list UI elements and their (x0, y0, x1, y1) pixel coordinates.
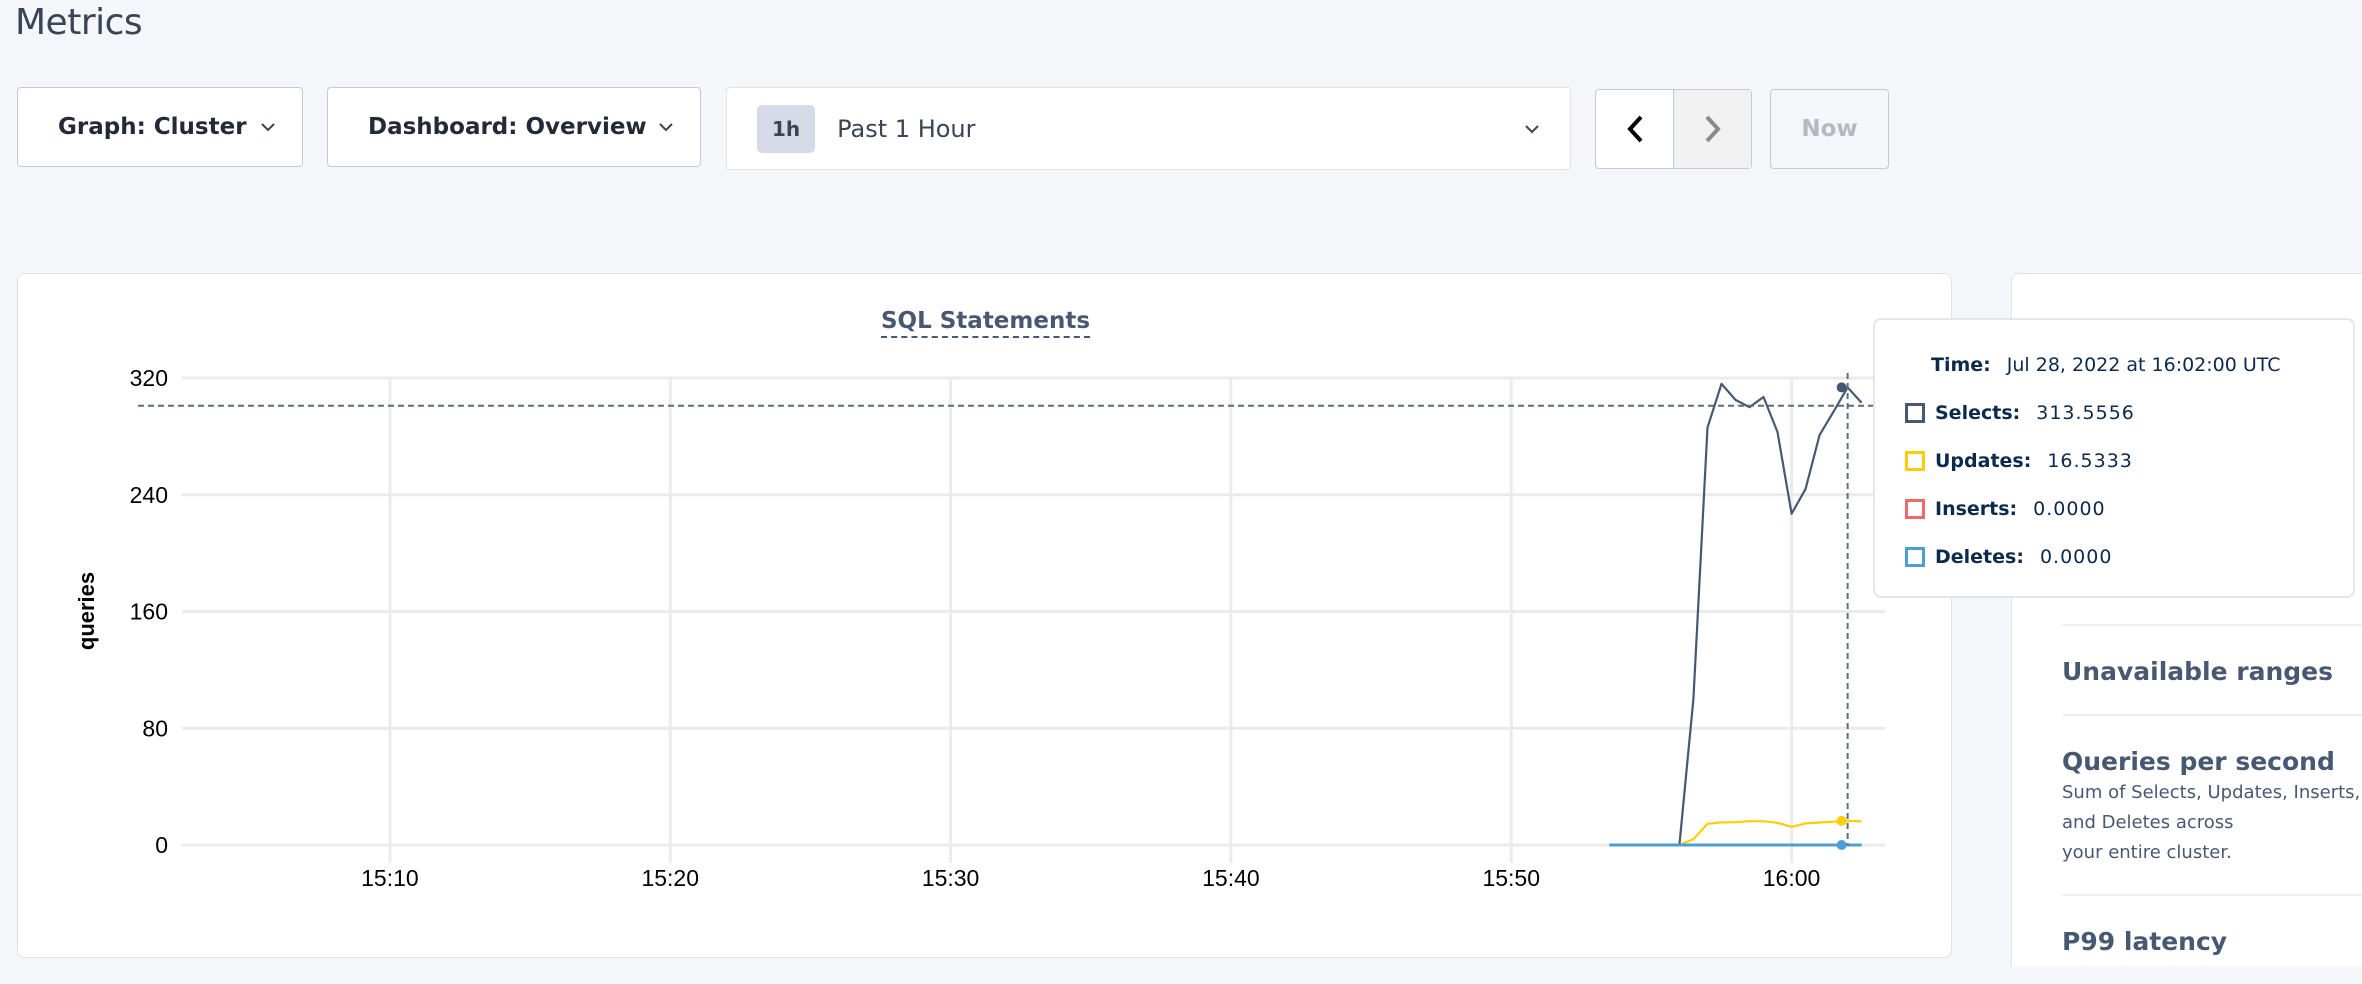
deletes-legend-icon (1905, 547, 1925, 567)
y-tick-label: 240 (130, 482, 168, 508)
tooltip-deletes-label: Deletes: (1935, 546, 2024, 568)
desc-text-line: your entire cluster. (2062, 842, 2232, 863)
tooltip-deletes-value: 0.0000 (2039, 546, 2113, 568)
chevron-down-icon (1525, 124, 1539, 133)
tooltip-inserts-value: 0.0000 (2033, 498, 2106, 520)
desc-title-queries-per-second: Queries per second (2062, 747, 2335, 776)
graph-dropdown-label: Graph: Cluster (58, 114, 247, 140)
series-line-selects (1678, 382, 1863, 846)
inserts-legend-icon (1905, 499, 1925, 519)
chevron-left-icon (1626, 115, 1642, 143)
tooltip-time-label: Time: (1931, 354, 1991, 376)
divider (2062, 624, 2362, 626)
desc-item-unavailable-ranges: Unavailable ranges (2062, 656, 2362, 714)
time-range-label: Past 1 Hour (837, 114, 976, 143)
x-tick-label: 15:30 (922, 865, 980, 891)
chevron-right-icon (1705, 115, 1721, 143)
y-tick-label: 160 (130, 599, 168, 625)
x-tick-label: 15:10 (361, 865, 419, 891)
tooltip-selects-label: Selects: (1935, 402, 2021, 424)
hover-point-updates (1836, 815, 1847, 826)
page-title: Metrics (15, 2, 143, 43)
chevron-down-icon (261, 123, 275, 132)
tooltip-inserts-label: Inserts: (1935, 498, 2018, 520)
desc-item-p99-latency: P99 latency (2062, 926, 2362, 984)
hover-point-selects (1836, 382, 1847, 393)
y-tick-label: 0 (155, 832, 168, 858)
x-tick-label: 15:40 (1202, 865, 1260, 891)
chart-title[interactable]: SQL Statements (880, 308, 1091, 338)
updates-legend-icon (1905, 451, 1925, 471)
desc-title-p99-latency: P99 latency (2062, 927, 2228, 956)
tooltip-selects-value: 313.5556 (2036, 402, 2135, 424)
tooltip-time-value: Jul 28, 2022 at 16:02:00 UTC (2006, 354, 2281, 376)
time-nav-group (1595, 89, 1752, 169)
sql-statements-chart[interactable]: 0 80 160 240 320 15:10 15:20 15:30 15:40 15:50 16… (18, 274, 1953, 959)
y-tick-label: 320 (130, 365, 168, 391)
x-tick-label: 15:50 (1482, 865, 1540, 891)
divider (2062, 894, 2362, 896)
desc-item-queries-per-second: Queries per second Sum of Selects, Updat… (2062, 746, 2362, 894)
sql-statements-chart-card: 0 80 160 240 320 15:10 15:20 15:30 15:40 15:50 16… (17, 273, 1952, 958)
x-tick-label: 15:20 (641, 865, 699, 891)
y-axis-label: queries (74, 572, 99, 650)
now-button[interactable]: Now (1770, 89, 1889, 169)
dashboard-dropdown-label: Dashboard: Overview (368, 114, 647, 140)
hover-point-deletes (1836, 840, 1847, 850)
series-line-updates (1678, 819, 1862, 847)
tooltip-updates-label: Updates: (1935, 450, 2032, 472)
graph-dropdown[interactable]: Graph: Cluster (17, 87, 303, 167)
selects-legend-icon (1905, 403, 1925, 423)
time-range-select[interactable]: 1h Past 1 Hour (726, 87, 1571, 170)
next-range-button[interactable] (1673, 90, 1751, 168)
divider (2062, 714, 2362, 716)
chart-title-wrap: SQL Statements (18, 308, 1953, 338)
x-tick-label: 16:00 (1763, 865, 1821, 891)
y-tick-label: 80 (142, 715, 168, 741)
desc-text-line: Sum of Selects, Updates, Inserts, and De… (2062, 782, 2361, 833)
dashboard-dropdown[interactable]: Dashboard: Overview (327, 87, 701, 167)
previous-range-button[interactable] (1596, 90, 1673, 168)
tooltip-updates-value: 16.5333 (2047, 450, 2133, 472)
desc-title-unavailable-ranges: Unavailable ranges (2062, 657, 2333, 686)
chart-tooltip: Time: Jul 28, 2022 at 16:02:00 UTC Selec… (1873, 318, 2355, 598)
chevron-down-icon (659, 123, 673, 132)
time-range-pill: 1h (757, 104, 816, 153)
